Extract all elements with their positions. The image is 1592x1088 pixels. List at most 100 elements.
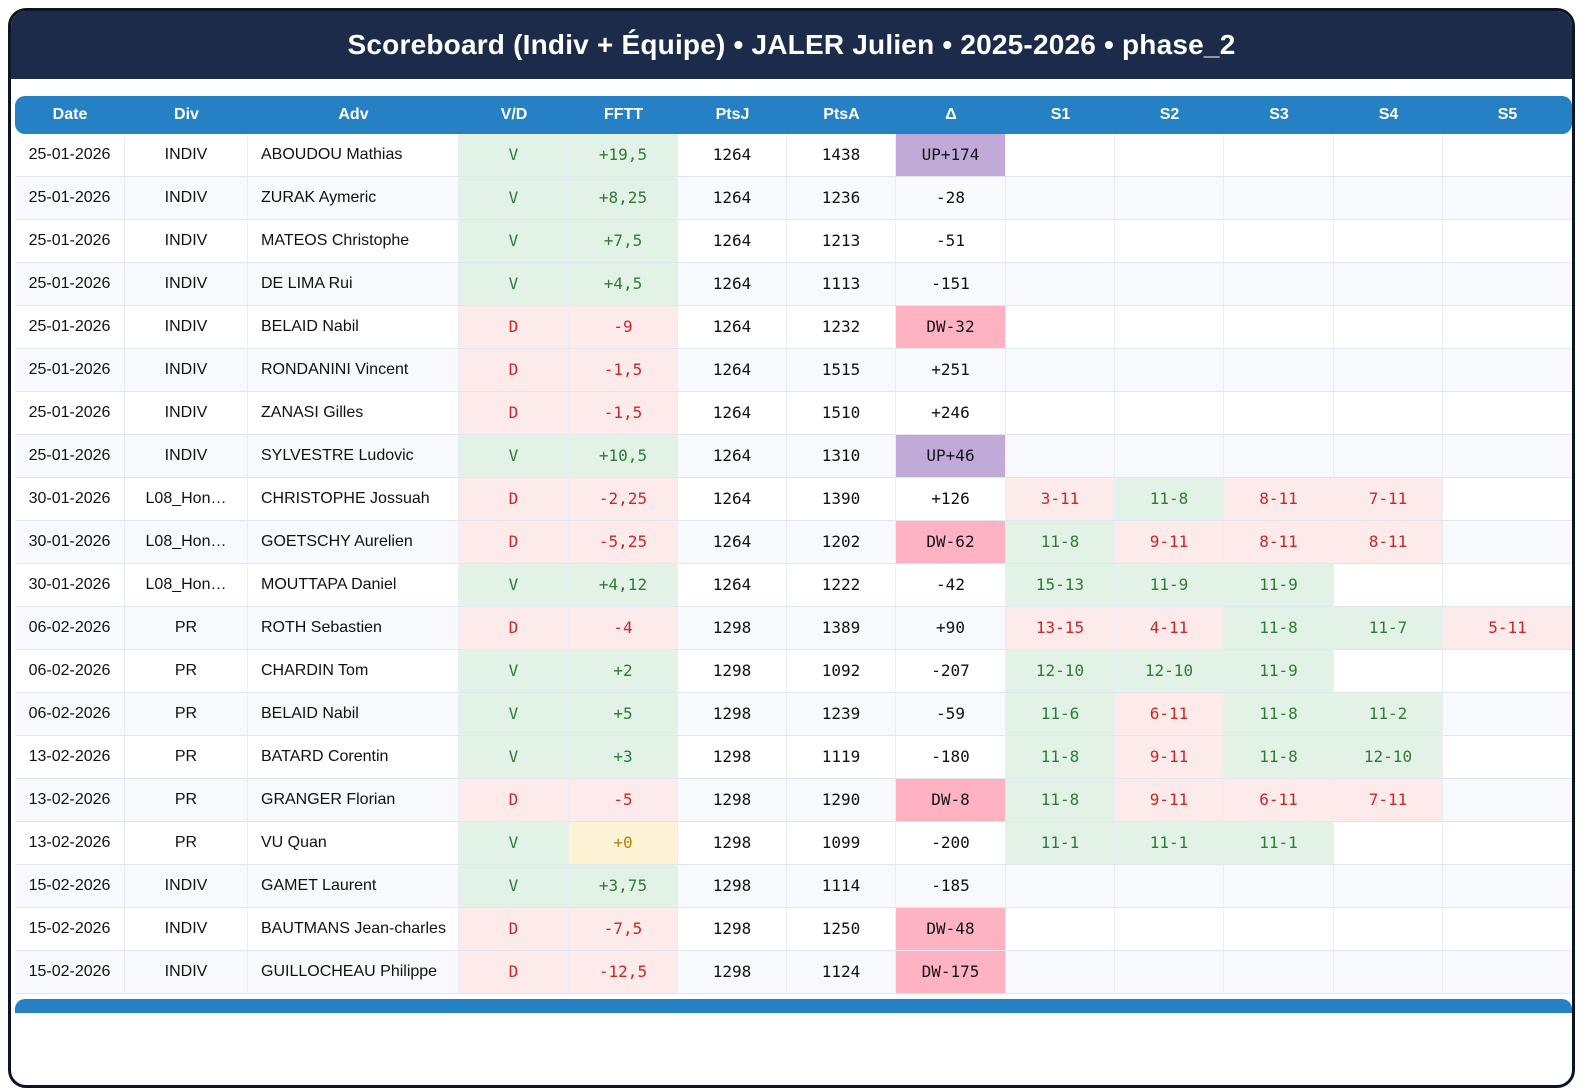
cell-date: 25-01-2026 (15, 220, 125, 263)
cell-adversary-points: 1092 (787, 650, 896, 693)
cell-fftt-points: -2,25 (569, 478, 678, 521)
cell-division: INDIV (125, 908, 248, 951)
cell-set-4: 12-10 (1334, 736, 1443, 779)
cell-set-3 (1224, 263, 1334, 306)
cell-set-5 (1443, 822, 1572, 865)
cell-division: INDIV (125, 865, 248, 908)
cell-adversary-points: 1515 (787, 349, 896, 392)
cell-set-3: 11-8 (1224, 736, 1334, 779)
cell-player-points: 1298 (678, 650, 787, 693)
cell-adversary-points: 1290 (787, 779, 896, 822)
cell-delta: -151 (896, 263, 1006, 306)
cell-set-1 (1006, 306, 1115, 349)
cell-adversary: ZURAK Aymeric (248, 177, 459, 220)
cell-division: PR (125, 779, 248, 822)
cell-date: 15-02-2026 (15, 951, 125, 994)
cell-adversary: GOETSCHY Aurelien (248, 521, 459, 564)
table-row: 13-02-2026 PR GRANGER Florian D -5 1298 1290 DW… (15, 779, 1572, 822)
cell-win-loss: D (459, 779, 569, 822)
cell-set-3: 11-8 (1224, 607, 1334, 650)
cell-delta: DW-32 (896, 306, 1006, 349)
cell-delta: -207 (896, 650, 1006, 693)
cell-adversary: ROTH Sebastien (248, 607, 459, 650)
column-header-vd: V/D (459, 96, 569, 134)
cell-fftt-points: +4,12 (569, 564, 678, 607)
cell-delta: +246 (896, 392, 1006, 435)
cell-win-loss: V (459, 693, 569, 736)
cell-set-3 (1224, 306, 1334, 349)
cell-set-3: 8-11 (1224, 521, 1334, 564)
cell-set-3: 11-9 (1224, 564, 1334, 607)
cell-fftt-points: -7,5 (569, 908, 678, 951)
cell-date: 30-01-2026 (15, 478, 125, 521)
cell-set-2 (1115, 177, 1224, 220)
match-rows: 25-01-2026 INDIV ABOUDOU Mathias V +19,5 1264… (15, 134, 1572, 994)
cell-win-loss: D (459, 478, 569, 521)
table-row: 15-02-2026 INDIV GUILLOCHEAU Philippe D -12,… (15, 951, 1572, 994)
cell-set-4 (1334, 650, 1443, 693)
cell-delta: DW-62 (896, 521, 1006, 564)
cell-set-4 (1334, 865, 1443, 908)
cell-win-loss: D (459, 306, 569, 349)
cell-set-5 (1443, 392, 1572, 435)
cell-set-5 (1443, 736, 1572, 779)
cell-delta: DW-48 (896, 908, 1006, 951)
cell-set-5 (1443, 693, 1572, 736)
cell-adversary-points: 1239 (787, 693, 896, 736)
cell-set-5 (1443, 435, 1572, 478)
cell-division: INDIV (125, 177, 248, 220)
cell-player-points: 1264 (678, 263, 787, 306)
cell-division: PR (125, 822, 248, 865)
cell-win-loss: D (459, 951, 569, 994)
cell-win-loss: V (459, 564, 569, 607)
cell-set-3 (1224, 349, 1334, 392)
cell-date: 30-01-2026 (15, 564, 125, 607)
cell-player-points: 1264 (678, 349, 787, 392)
cell-date: 15-02-2026 (15, 908, 125, 951)
cell-fftt-points: +4,5 (569, 263, 678, 306)
cell-set-5 (1443, 908, 1572, 951)
cell-fftt-points: -4 (569, 607, 678, 650)
cell-date: 25-01-2026 (15, 263, 125, 306)
cell-fftt-points: -9 (569, 306, 678, 349)
cell-delta: -51 (896, 220, 1006, 263)
cell-win-loss: V (459, 134, 569, 177)
cell-player-points: 1298 (678, 779, 787, 822)
column-header-s2: S2 (1115, 96, 1224, 134)
cell-set-4 (1334, 177, 1443, 220)
cell-set-3 (1224, 865, 1334, 908)
cell-adversary-points: 1438 (787, 134, 896, 177)
cell-player-points: 1264 (678, 220, 787, 263)
title-bar: Scoreboard (Indiv + Équipe) • JALER Juli… (11, 11, 1572, 79)
cell-set-1: 11-6 (1006, 693, 1115, 736)
cell-set-4: 8-11 (1334, 521, 1443, 564)
cell-set-2: 11-9 (1115, 564, 1224, 607)
cell-adversary-points: 1250 (787, 908, 896, 951)
cell-player-points: 1298 (678, 865, 787, 908)
table-row: 06-02-2026 PR BELAID Nabil V +5 1298 1239 -59 11… (15, 693, 1572, 736)
cell-set-3: 8-11 (1224, 478, 1334, 521)
table-row: 25-01-2026 INDIV ZANASI Gilles D -1,5 1264 151… (15, 392, 1572, 435)
cell-adversary: BATARD Corentin (248, 736, 459, 779)
column-header-s1: S1 (1006, 96, 1115, 134)
cell-set-2: 4-11 (1115, 607, 1224, 650)
cell-division: INDIV (125, 220, 248, 263)
cell-date: 13-02-2026 (15, 736, 125, 779)
cell-date: 25-01-2026 (15, 392, 125, 435)
table-row: 25-01-2026 INDIV ZURAK Aymeric V +8,25 1264 12… (15, 177, 1572, 220)
cell-division: INDIV (125, 134, 248, 177)
cell-date: 15-02-2026 (15, 865, 125, 908)
column-header-fftt: FFTT (569, 96, 678, 134)
column-header-ptsa: PtsA (787, 96, 896, 134)
cell-adversary: CHRISTOPHE Jossuah (248, 478, 459, 521)
cell-set-3: 6-11 (1224, 779, 1334, 822)
cell-set-1: 3-11 (1006, 478, 1115, 521)
cell-win-loss: V (459, 220, 569, 263)
cell-division: INDIV (125, 263, 248, 306)
cell-delta: UP+46 (896, 435, 1006, 478)
cell-player-points: 1298 (678, 693, 787, 736)
cell-set-4 (1334, 220, 1443, 263)
table-row: 25-01-2026 INDIV MATEOS Christophe V +7,5 126… (15, 220, 1572, 263)
cell-set-3 (1224, 134, 1334, 177)
cell-win-loss: V (459, 865, 569, 908)
